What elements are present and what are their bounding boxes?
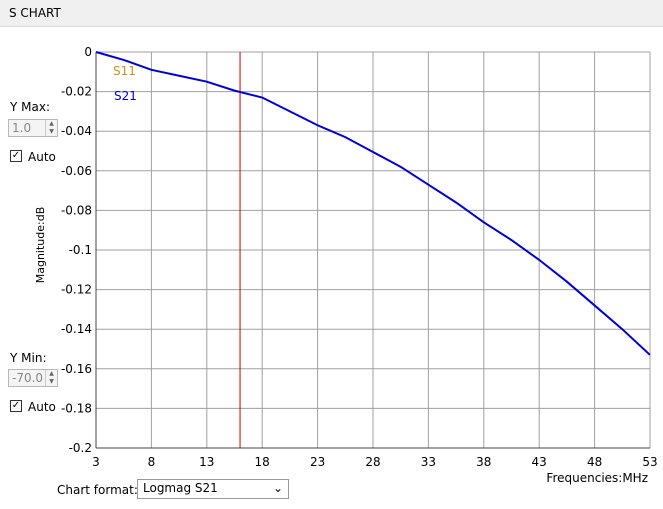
y-tick-label: -0.14: [61, 322, 92, 336]
spinner[interactable]: ▲ ▼: [45, 120, 57, 136]
ymin-value: -70.0: [12, 371, 44, 385]
y-tick-label: -0.08: [61, 203, 92, 217]
ymax-auto-label: Auto: [28, 150, 56, 164]
x-tick-label: 13: [199, 455, 214, 469]
x-tick-label: 28: [365, 455, 380, 469]
ymax-value: 1.0: [12, 121, 32, 135]
format-select[interactable]: Logmag S21 ⌄: [137, 479, 289, 499]
legend-entry: S11: [113, 64, 136, 78]
legend-entry: S21: [114, 89, 137, 103]
dropdown-arrow: ⌄: [272, 481, 283, 495]
x-tick-label: 3: [92, 455, 100, 469]
y-tick-label: -0.16: [61, 362, 92, 376]
x-tick-label: 18: [255, 455, 270, 469]
ymin-auto-label: Auto: [28, 400, 56, 414]
y-tick-label: -0.18: [61, 401, 92, 415]
y-tick-label: -0.1: [69, 243, 92, 257]
ymax-input[interactable]: 1.0 ▲ ▼: [8, 119, 58, 137]
y-axis-title: Magnitude:dB: [34, 207, 47, 284]
header: S CHART: [0, 0, 663, 27]
y-tick-label: -0.12: [61, 283, 92, 297]
x-tick-label: 53: [642, 455, 657, 469]
y-tick-label: -0.06: [61, 164, 92, 178]
x-tick-label: 23: [310, 455, 325, 469]
y-tick-label: -0.04: [61, 124, 92, 138]
x-tick-label: 8: [148, 455, 156, 469]
x-tick-label: 38: [476, 455, 491, 469]
y-tick-label: 0: [84, 45, 92, 59]
spinner[interactable]: ▲ ▼: [45, 370, 57, 386]
x-tick-label: 48: [587, 455, 602, 469]
panel-title: S CHART: [9, 6, 61, 20]
y-tick-label: -0.2: [69, 441, 92, 455]
ymax-label: Y Max:: [10, 100, 50, 114]
ymin-label: Y Min:: [10, 351, 47, 365]
y-tick-label: -0.02: [61, 85, 92, 99]
ymax-auto-checkbox[interactable]: ✓: [10, 150, 22, 162]
series-line: [95, 51, 651, 356]
x-tick-label: 43: [532, 455, 547, 469]
format-value: Logmag S21: [143, 481, 218, 495]
chart: Magnitude:dB Frequencies:MHz 0 -0.02 -0.04…: [34, 45, 658, 485]
format-label: Chart format:: [57, 483, 138, 497]
ymin-input[interactable]: -70.0 ▲ ▼: [8, 369, 58, 387]
x-axis-title: Frequencies:MHz: [546, 471, 648, 485]
ymin-auto-checkbox[interactable]: ✓: [10, 400, 22, 412]
x-tick-label: 33: [421, 455, 436, 469]
